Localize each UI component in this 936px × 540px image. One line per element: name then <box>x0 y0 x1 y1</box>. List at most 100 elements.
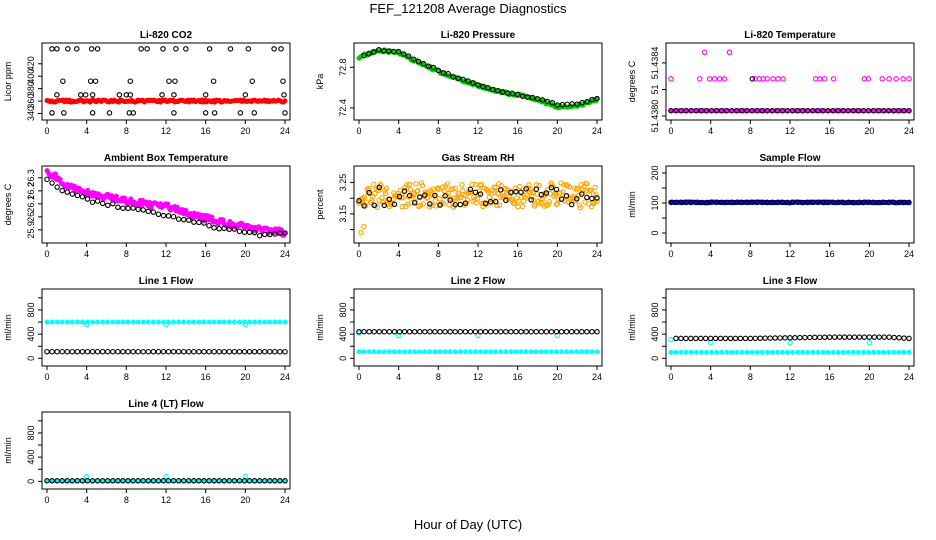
y-axis-label: ml/min <box>3 314 13 341</box>
y-tick-label: 400 <box>26 327 36 342</box>
data-point <box>900 76 906 82</box>
data-point <box>435 67 442 74</box>
data-point <box>539 97 546 103</box>
data-point <box>105 478 111 484</box>
data-point <box>767 335 773 341</box>
x-tick-label: 4 <box>396 372 401 382</box>
x-tick-label: 4 <box>84 495 89 505</box>
data-point <box>89 92 96 98</box>
data-point <box>405 53 412 59</box>
plot-frame <box>353 288 603 367</box>
data-point <box>125 319 131 325</box>
data-point <box>437 195 443 202</box>
data-point <box>452 328 458 335</box>
data-point <box>906 335 912 342</box>
data-point <box>906 199 912 206</box>
x-tick-label: 16 <box>825 126 835 136</box>
data-point <box>579 349 585 355</box>
data-point <box>467 349 473 355</box>
data-point <box>482 200 489 207</box>
data-point <box>799 107 806 114</box>
plot-title: Ambient Box Temperature <box>104 153 229 164</box>
data-point <box>787 335 793 341</box>
data-point <box>508 328 514 335</box>
data-point <box>64 348 71 355</box>
y-axis-label: ml/min <box>3 437 13 464</box>
data-point <box>94 198 101 204</box>
data-point <box>391 201 398 208</box>
data-point <box>120 205 126 211</box>
data-point <box>74 348 81 355</box>
data-point <box>668 107 674 114</box>
data-point <box>896 199 902 206</box>
data-point <box>549 100 556 106</box>
data-point <box>150 478 157 484</box>
data-point <box>697 335 704 342</box>
data-point <box>457 328 464 335</box>
data-point <box>754 107 760 114</box>
data-point <box>417 328 423 335</box>
data-point <box>400 51 407 57</box>
data-point <box>749 349 755 355</box>
data-point <box>64 319 70 325</box>
plot-title: Gas Stream RH <box>442 153 515 164</box>
data-point <box>57 176 63 182</box>
data-point <box>210 78 217 84</box>
data-point <box>191 478 197 484</box>
data-point <box>89 348 96 355</box>
data-point <box>566 184 573 190</box>
data-point <box>467 328 474 335</box>
x-tick-label: 24 <box>592 249 602 259</box>
data-point <box>769 107 776 114</box>
data-point <box>826 334 833 340</box>
data-point <box>49 348 55 355</box>
data-point <box>366 349 372 355</box>
x-tick-label: 12 <box>785 372 795 382</box>
data-point <box>558 328 565 335</box>
data-point <box>65 46 71 52</box>
data-point <box>120 348 126 355</box>
data-point <box>397 349 403 355</box>
data-point <box>417 194 423 200</box>
data-point <box>216 226 222 232</box>
x-tick-label: 16 <box>513 126 523 136</box>
data-point <box>44 348 50 355</box>
data-point <box>668 349 674 355</box>
data-point <box>155 478 162 484</box>
data-point <box>251 229 258 236</box>
data-point <box>376 349 382 355</box>
data-point <box>490 86 496 93</box>
data-point <box>718 107 725 114</box>
data-point <box>533 328 539 335</box>
data-point <box>241 348 248 355</box>
data-point <box>150 319 156 325</box>
data-point <box>180 478 187 484</box>
data-point <box>267 231 273 238</box>
x-tick-label: 4 <box>84 126 89 136</box>
data-point <box>221 478 227 484</box>
data-point <box>256 348 263 355</box>
data-point <box>404 182 410 188</box>
y-tick-label: 340 <box>26 106 36 121</box>
x-tick-label: 8 <box>124 126 129 136</box>
y-tick-label: 400 <box>26 450 36 465</box>
data-point <box>251 348 258 355</box>
data-point <box>183 46 189 52</box>
data-point <box>553 328 560 335</box>
x-tick-label: 24 <box>904 372 914 382</box>
data-point <box>226 478 233 484</box>
data-point <box>472 349 478 355</box>
data-point <box>708 107 715 114</box>
data-point <box>69 191 76 197</box>
data-point <box>693 335 699 342</box>
data-point <box>896 107 902 114</box>
data-point <box>845 349 851 355</box>
data-point <box>381 349 387 355</box>
panel-line-1-flow: Line 1 Flow ml/min 0 4 8 12 16 20 24 0 400 800 <box>3 276 291 382</box>
data-point <box>186 217 192 223</box>
x-tick-label: 20 <box>864 249 874 259</box>
data-point <box>278 46 284 52</box>
data-point <box>865 107 872 114</box>
data-point <box>366 50 372 57</box>
data-point <box>558 196 565 202</box>
